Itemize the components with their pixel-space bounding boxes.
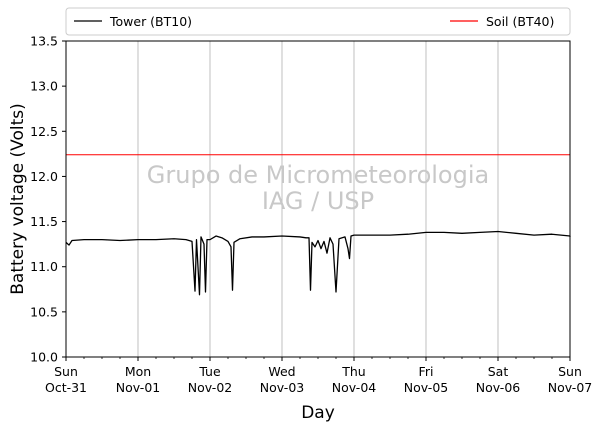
y-axis-ticks: 10.0 10.5 11.0 11.5 12.0 12.5 13.0 13.5 [30, 34, 66, 365]
x-tick-label-date: Oct-31 [45, 380, 87, 395]
x-tick-label-date: Nov-02 [188, 380, 232, 395]
grid-lines [137, 41, 499, 357]
x-axis-ticks: SunOct-31MonNov-01TueNov-02WedNov-03ThuN… [45, 357, 592, 395]
x-tick-label-date: Nov-03 [260, 380, 304, 395]
y-axis-title: Battery voltage (Volts) [8, 103, 28, 294]
x-tick-label-day: Mon [125, 364, 151, 379]
x-tick-label-day: Sat [488, 364, 509, 379]
x-tick-label-date: Nov-05 [404, 380, 448, 395]
y-tick-label: 13.5 [30, 34, 58, 49]
series-line-tower [65, 230, 571, 296]
legend-label-tower: Tower (BT10) [109, 14, 192, 29]
watermark-line-2: IAG / USP [262, 187, 374, 215]
x-tick-label-day: Thu [341, 364, 365, 379]
x-tick-label-date: Nov-06 [476, 380, 521, 395]
x-tick-label-date: Nov-07 [548, 380, 592, 395]
x-tick-label-day: Sun [558, 364, 582, 379]
x-axis-title: Day [301, 403, 335, 423]
y-tick-label: 12.0 [30, 169, 58, 184]
y-tick-label: 10.5 [30, 304, 58, 319]
y-tick-label: 10.0 [30, 350, 58, 365]
series-group [65, 154, 571, 296]
legend: Tower (BT10) Soil (BT40) [65, 7, 571, 36]
legend-label-soil: Soil (BT40) [486, 14, 554, 29]
x-tick-label-day: Tue [198, 364, 221, 379]
y-tick-label: 11.5 [30, 214, 58, 229]
y-tick-label: 12.5 [30, 124, 58, 139]
x-tick-label-date: Nov-04 [332, 380, 377, 395]
x-tick-label-day: Wed [268, 364, 295, 379]
x-tick-label-day: Sun [54, 364, 78, 379]
x-tick-label-day: Fri [419, 364, 434, 379]
watermark-line-1: Grupo de Micrometeorologia [147, 161, 489, 189]
x-tick-label-date: Nov-01 [116, 380, 160, 395]
watermark: Grupo de Micrometeorologia IAG / USP [147, 161, 489, 215]
legend-box [65, 7, 571, 36]
y-tick-label: 11.0 [30, 259, 58, 274]
y-tick-label: 13.0 [30, 79, 58, 94]
